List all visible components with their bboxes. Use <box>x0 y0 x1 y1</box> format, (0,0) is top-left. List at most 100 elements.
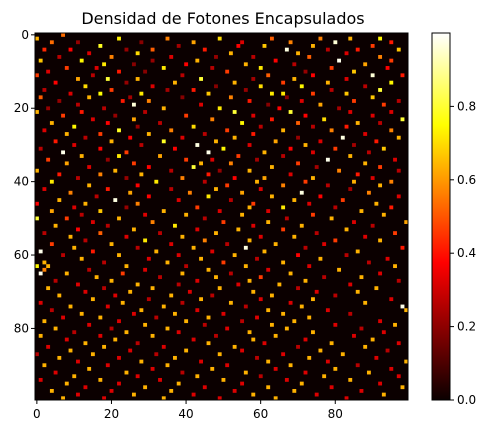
heatmap-cell <box>64 132 69 136</box>
heatmap-cell <box>374 139 379 144</box>
heatmap-cell <box>258 234 263 239</box>
heatmap-cell <box>366 260 371 265</box>
heatmap-cell <box>199 359 203 364</box>
heatmap-cell <box>105 187 110 191</box>
heatmap-cell <box>169 128 174 133</box>
heatmap-cell <box>296 286 300 291</box>
heatmap-cell <box>333 146 338 151</box>
heatmap-cell <box>109 326 114 331</box>
heatmap-cell <box>202 385 207 390</box>
heatmap-cell <box>251 392 256 397</box>
heatmap-cell <box>64 161 69 166</box>
heatmap-cell <box>124 176 129 180</box>
heatmap-cell <box>169 187 174 191</box>
heatmap-cell <box>76 77 80 81</box>
heatmap-cell <box>389 179 394 184</box>
heatmap-cell <box>117 355 121 360</box>
heatmap-cell <box>72 374 77 379</box>
plot-frame <box>34 32 409 401</box>
heatmap-cell <box>46 344 51 349</box>
heatmap-cell <box>337 168 342 173</box>
heatmap-cell <box>176 381 181 386</box>
heatmap-cell <box>281 91 286 96</box>
heatmap-cell <box>378 165 383 169</box>
heatmap-cell <box>57 293 62 298</box>
heatmap-cell <box>340 352 345 357</box>
heatmap-cell <box>120 271 125 276</box>
heatmap-cell <box>98 132 103 136</box>
heatmap-cell <box>352 333 356 338</box>
heatmap-cell <box>281 260 286 265</box>
heatmap-cell <box>348 110 353 114</box>
heatmap-cell <box>135 374 140 379</box>
heatmap-cell <box>102 344 107 349</box>
heatmap-cell <box>98 333 103 338</box>
heatmap-cell <box>348 311 353 316</box>
heatmap-cell <box>158 121 162 125</box>
heatmap-cell <box>139 172 144 177</box>
heatmap-cell <box>57 99 62 103</box>
heatmap-cell <box>299 223 304 228</box>
heatmap-cell <box>296 161 300 166</box>
heatmap-cell <box>325 183 330 188</box>
heatmap-cell <box>251 223 256 228</box>
heatmap-cell <box>128 289 133 294</box>
heatmap-cell <box>165 363 170 368</box>
heatmap-cell <box>240 381 245 386</box>
heatmap-cell <box>109 139 114 144</box>
heatmap-cell <box>109 88 114 92</box>
heatmap-cell <box>35 36 39 41</box>
heatmap-cell <box>288 110 293 114</box>
heatmap-cell <box>378 319 383 324</box>
heatmap-cell <box>228 51 233 56</box>
heatmap-cell <box>173 80 177 85</box>
heatmap-cell <box>255 315 259 320</box>
heatmap-cell <box>284 47 289 52</box>
heatmap-cell <box>322 374 327 379</box>
heatmap-cell <box>165 260 170 265</box>
heatmap-cell <box>124 80 129 85</box>
heatmap-cell <box>396 341 401 346</box>
heatmap-cell <box>176 44 181 48</box>
heatmap-cell <box>150 333 155 338</box>
heatmap-cell <box>117 36 121 41</box>
heatmap-cell <box>288 271 293 276</box>
heatmap-cell <box>251 55 256 59</box>
heatmap-cell <box>396 168 401 173</box>
heatmap-cell <box>389 58 394 63</box>
heatmap-cell <box>359 209 364 213</box>
heatmap-cell <box>240 121 245 125</box>
heatmap-cell <box>161 66 166 70</box>
heatmap-cell <box>202 322 207 327</box>
heatmap-cell <box>221 377 226 382</box>
heatmap-cell <box>64 271 69 276</box>
heatmap-cell <box>225 326 230 331</box>
heatmap-cell <box>352 69 356 74</box>
heatmap-cell <box>232 80 237 85</box>
y-tick-label: 40 <box>14 175 29 189</box>
heatmap-cell <box>161 139 166 144</box>
heatmap-cell <box>187 190 192 195</box>
heatmap-cell <box>184 157 189 162</box>
heatmap-cell <box>247 99 252 103</box>
heatmap-cell <box>176 198 181 202</box>
heatmap-cell <box>389 40 394 45</box>
heatmap-cell <box>281 311 286 316</box>
heatmap-cell <box>348 154 353 158</box>
heatmap-cell <box>68 348 73 353</box>
heatmap-cell <box>303 113 308 118</box>
heatmap-cell <box>370 95 375 100</box>
heatmap-cell <box>61 113 65 118</box>
heatmap-cell <box>243 245 248 250</box>
heatmap-cell <box>243 88 248 92</box>
heatmap-cell <box>374 201 379 206</box>
heatmap-cell <box>124 150 129 155</box>
heatmap-cell <box>385 66 390 70</box>
heatmap-cell <box>195 58 200 63</box>
heatmap-cell <box>296 121 300 125</box>
heatmap-cell <box>333 293 338 298</box>
heatmap-cell <box>400 245 405 250</box>
heatmap-cell <box>258 297 263 302</box>
heatmap-cell <box>281 128 286 133</box>
